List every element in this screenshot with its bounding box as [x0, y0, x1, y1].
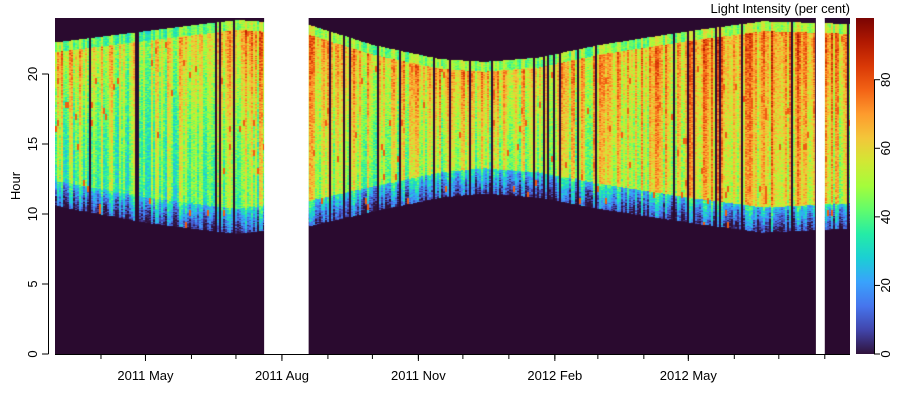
- colorbar-gradient: [856, 18, 874, 354]
- heatmap-area: [55, 18, 850, 354]
- y-axis: 0 5 10 15 20: [25, 67, 49, 358]
- y-tick-label: 20: [25, 67, 40, 81]
- colorbar-tick-label: 80: [878, 72, 893, 86]
- colorbar-title: Light Intensity (per cent): [711, 1, 850, 16]
- y-axis-label: Hour: [8, 171, 23, 200]
- x-tick-label: 2011 Nov: [391, 368, 446, 383]
- colorbar-tick-label: 40: [878, 210, 893, 224]
- heatmap-raster: [55, 18, 850, 354]
- y-tick-label: 10: [25, 207, 40, 221]
- colorbar-tick-label: 0: [878, 350, 893, 357]
- colorbar-axis: 0 20 40 60 80: [874, 72, 893, 358]
- data-gap-1: [815, 18, 825, 354]
- x-tick-label: 2011 May: [117, 368, 174, 383]
- y-tick-label: 0: [25, 350, 40, 357]
- data-gaps: [264, 18, 825, 354]
- x-tick-label: 2012 Feb: [527, 368, 582, 383]
- x-tick-label: 2011 Aug: [255, 368, 309, 383]
- colorbar-tick-label: 60: [878, 141, 893, 155]
- data-gap-0: [264, 18, 309, 354]
- y-tick-label: 15: [25, 137, 40, 151]
- x-tick-label: 2012 May: [660, 368, 718, 383]
- colorbar: 0 20 40 60 80: [856, 18, 893, 358]
- y-tick-label: 5: [25, 280, 40, 287]
- colorbar-tick-label: 20: [878, 278, 893, 292]
- x-axis: 2011 May 2011 Aug 2011 Nov 2012 Feb 2012 May: [55, 354, 850, 383]
